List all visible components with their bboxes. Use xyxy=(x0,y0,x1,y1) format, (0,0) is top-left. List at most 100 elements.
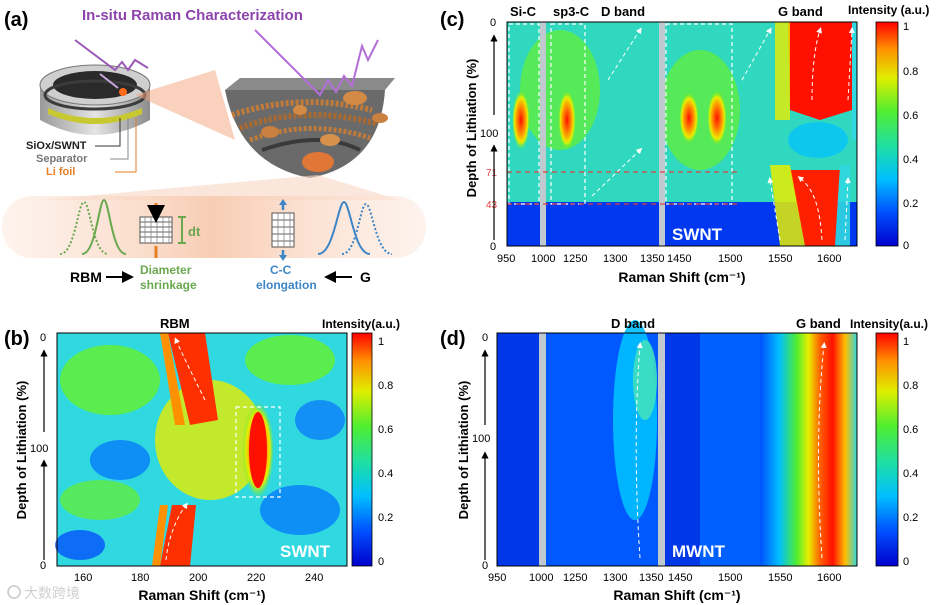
panel-b-label: (b) xyxy=(4,328,30,350)
watermark-logo-icon xyxy=(7,585,21,599)
b-cbar-06: 0.6 xyxy=(378,424,393,436)
c-xtick-1350: 1350 xyxy=(640,253,664,265)
d-ylabel: Depth of Lithiation (%) xyxy=(456,381,471,520)
electrode-zoom-illustration xyxy=(225,78,395,178)
c-cbar-08: 0.8 xyxy=(903,66,918,78)
zoom-cone xyxy=(40,175,400,200)
diameter-label: dt xyxy=(188,224,201,239)
b-xlabel: Raman Shift (cm⁻¹) xyxy=(138,587,265,603)
watermark-text: 大数跨境 xyxy=(24,585,80,601)
d-band-g: G band xyxy=(796,316,841,331)
panel-a-label: (a) xyxy=(4,9,28,31)
d-ytick-end: 0 xyxy=(482,560,488,572)
panel-d-label: (d) xyxy=(440,328,466,350)
b-cbar-02: 0.2 xyxy=(378,512,393,524)
panel-c: (c) xyxy=(440,3,929,285)
c-xtick-950: 950 xyxy=(497,253,515,265)
d-colorbar xyxy=(875,332,899,567)
c-cbar-04: 0.4 xyxy=(903,154,918,166)
b-xtick-160: 160 xyxy=(74,572,92,584)
c-band-g: G band xyxy=(778,4,823,19)
heatmap-d xyxy=(496,320,858,567)
b-sample-label: SWNT xyxy=(280,542,331,561)
b-ytick-0: 0 xyxy=(40,332,46,344)
d-xtick-1600: 1600 xyxy=(817,572,841,584)
d-xtick-1300: 1300 xyxy=(603,572,627,584)
layer-label-anode: SiOx/SWNT xyxy=(26,140,87,152)
b-cbar-title: Intensity(a.u.) xyxy=(322,317,400,331)
c-xlabel: Raman Shift (cm⁻¹) xyxy=(618,269,745,285)
d-ytick-0: 0 xyxy=(482,332,488,344)
b-xtick-180: 180 xyxy=(131,572,149,584)
b-xtick-220: 220 xyxy=(247,572,265,584)
c-xtick-1450: 1450 xyxy=(667,253,691,265)
c-band-sp3c: sp3-C xyxy=(553,4,590,19)
c-xtick-1550: 1550 xyxy=(768,253,792,265)
b-band-rbm: RBM xyxy=(160,316,190,331)
b-ylabel: Depth of Lithiation (%) xyxy=(14,381,29,520)
d-xtick-1350: 1350 xyxy=(639,572,663,584)
d-cbar-04: 0.4 xyxy=(903,468,918,480)
d-xtick-1550: 1550 xyxy=(768,572,792,584)
b-cbar-04: 0.4 xyxy=(378,468,393,480)
b-colorbar xyxy=(351,332,373,567)
rbm-peaks-icon xyxy=(59,198,127,255)
layer-label-separator: Separator xyxy=(36,153,88,165)
panel-c-label: (c) xyxy=(440,9,464,31)
panel-b: (b) RBM SWNT xyxy=(4,316,400,603)
c-xtick-1600: 1600 xyxy=(817,253,841,265)
b-cbar-0: 0 xyxy=(378,556,384,568)
g-label: G xyxy=(360,269,371,285)
layer-label-li-foil: Li foil xyxy=(46,166,75,178)
c-xtick-1000: 1000 xyxy=(531,253,555,265)
b-ytick-100: 100 xyxy=(30,443,48,455)
rbm-label: RBM xyxy=(70,269,102,285)
g-effect-line1: C-C xyxy=(270,263,292,277)
b-ytick-end: 0 xyxy=(40,560,46,572)
d-xtick-1500: 1500 xyxy=(718,572,742,584)
heatmap-c xyxy=(506,21,858,247)
c-colorbar xyxy=(875,21,899,247)
nanotube-shrink-icon xyxy=(139,203,186,258)
c-xtick-1300: 1300 xyxy=(603,253,627,265)
d-xlabel: Raman Shift (cm⁻¹) xyxy=(613,587,740,603)
c-xtick-1500: 1500 xyxy=(718,253,742,265)
d-xtick-1450: 1450 xyxy=(668,572,692,584)
g-peaks-icon xyxy=(317,200,393,255)
c-ytick-100: 100 xyxy=(480,128,498,140)
d-cbar-06: 0.6 xyxy=(903,424,918,436)
panel-a: (a) In-situ Raman Characterization SiOx/… xyxy=(2,7,426,292)
d-xtick-1000: 1000 xyxy=(529,572,553,584)
watermark: 大数跨境 xyxy=(7,585,80,601)
c-ytick-0: 0 xyxy=(490,17,496,29)
d-cbar-08: 0.8 xyxy=(903,380,918,392)
c-cbar-title: Intensity (a.u.) xyxy=(848,3,929,17)
heatmap-b xyxy=(55,332,348,567)
c-ylabel: Depth of Lithiation (%) xyxy=(464,59,479,198)
c-ytick-end: 0 xyxy=(490,241,496,253)
panel-a-title: In-situ Raman Characterization xyxy=(82,7,303,24)
c-mark-71: 71 xyxy=(486,168,498,179)
nanotube-elongate-icon xyxy=(271,199,295,261)
panel-d: (d) D band G band MWNT 0 100 0 Depth of … xyxy=(440,316,928,603)
d-sample-label: MWNT xyxy=(672,542,725,561)
c-band-sic: Si-C xyxy=(510,4,537,19)
rbm-effect-line2: shrinkage xyxy=(140,278,197,292)
laser-beam-zoom-icon xyxy=(254,29,379,97)
b-xtick-200: 200 xyxy=(189,572,207,584)
c-mark-43: 43 xyxy=(486,200,498,211)
d-xtick-1250: 1250 xyxy=(563,572,587,584)
c-sample-label: SWNT xyxy=(672,225,723,244)
d-cbar-1: 1 xyxy=(903,336,909,348)
d-ytick-100: 100 xyxy=(472,433,490,445)
b-cbar-1: 1 xyxy=(378,336,384,348)
d-band-d: D band xyxy=(611,316,655,331)
d-cbar-02: 0.2 xyxy=(903,512,918,524)
g-effect-line2: elongation xyxy=(256,278,317,292)
coin-cell-illustration xyxy=(39,64,235,140)
laser-beam-icon xyxy=(74,39,149,72)
c-cbar-06: 0.6 xyxy=(903,110,918,122)
scatter-beam xyxy=(99,73,119,89)
c-cbar-02: 0.2 xyxy=(903,198,918,210)
